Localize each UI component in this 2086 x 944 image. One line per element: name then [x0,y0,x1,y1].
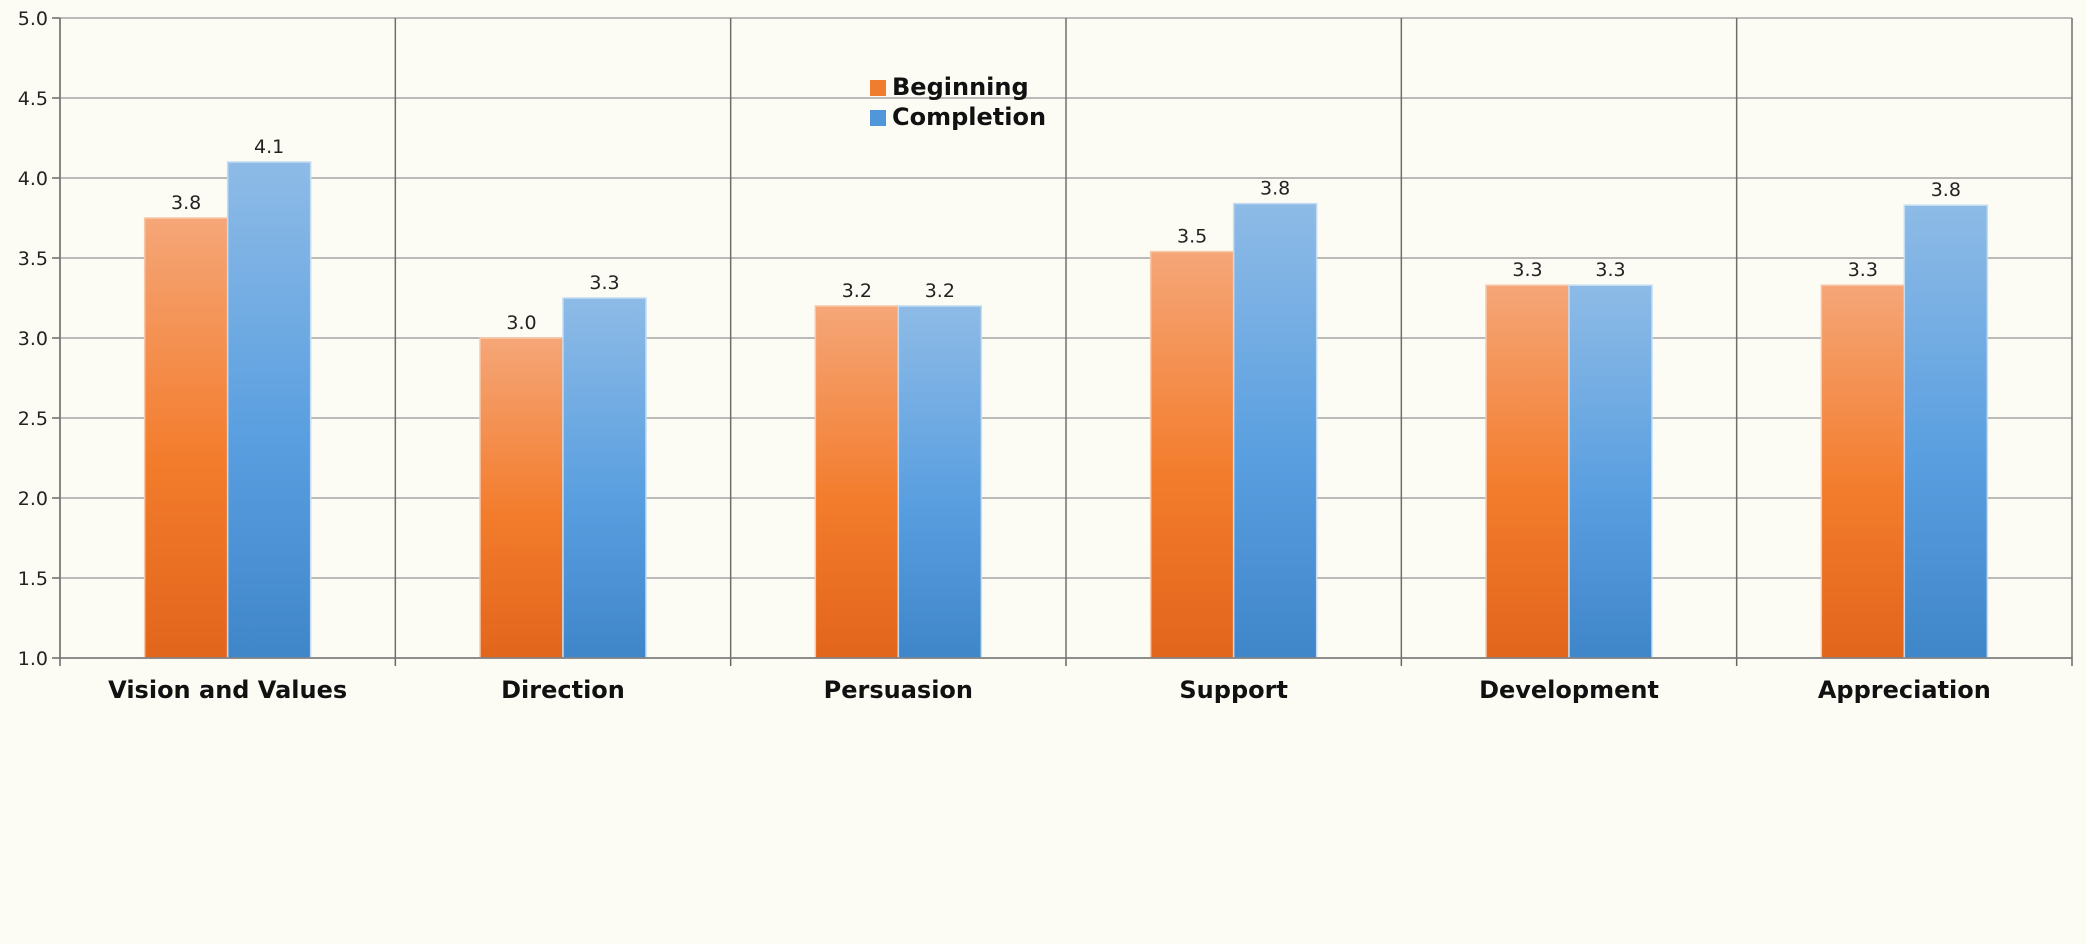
y-tick-label: 2.5 [18,408,48,430]
legend-swatch-completion [870,110,886,126]
bar-beginning-5 [1820,284,1906,659]
bar-beginning-3 [1149,250,1235,659]
data-label-beginning-0: 3.8 [171,192,201,214]
y-tick-label: 3.5 [18,248,48,270]
y-tick-label: 3.0 [18,328,48,350]
data-label-completion-0: 4.1 [254,136,284,158]
bar-beginning-2 [814,305,900,659]
x-category-label: Direction [501,676,625,704]
bar-completion-4 [1568,284,1653,659]
data-label-beginning-5: 3.3 [1848,259,1878,281]
bar-completion-5 [1903,204,1989,659]
data-label-completion-5: 3.8 [1931,179,1961,201]
x-category-label: Vision and Values [108,676,347,704]
y-tick-label: 1.0 [18,648,48,670]
bar-completion-0 [226,161,312,659]
x-category-label: Persuasion [824,676,973,704]
data-label-beginning-3: 3.5 [1177,226,1207,248]
gridlines [59,17,2073,659]
x-category-label: Support [1179,676,1288,704]
data-label-completion-1: 3.3 [589,272,619,294]
bar-completion-2 [897,305,983,659]
y-tick-label: 5.0 [18,8,48,30]
x-category-label: Development [1479,676,1659,704]
y-tick-label: 2.0 [18,488,48,510]
data-label-beginning-4: 3.3 [1512,259,1542,281]
y-tick-label: 1.5 [18,568,48,590]
data-labels: 3.8 4.1 3.0 3.3 3.2 3.2 3.5 3.8 3.3 3.3 3.3 3.8 [171,136,1961,334]
y-tick-label: 4.0 [18,168,48,190]
bar-completion-3 [1232,202,1318,659]
data-label-beginning-2: 3.2 [842,280,872,302]
data-label-beginning-1: 3.0 [506,312,536,334]
x-category-label: Appreciation [1818,676,1991,704]
data-label-completion-4: 3.3 [1595,259,1625,281]
bar-beginning-1 [479,337,564,659]
y-tick-label: 4.5 [18,88,48,110]
legend-label-completion: Completion [892,103,1046,131]
bar-completion-1 [562,297,647,659]
data-label-completion-2: 3.2 [925,280,955,302]
legend-label-beginning: Beginning [892,73,1029,101]
data-label-completion-3: 3.8 [1260,178,1290,200]
legend-swatch-beginning [870,80,886,96]
bars [143,161,1989,659]
bar-beginning-4 [1485,284,1570,659]
bar-beginning-0 [143,217,229,659]
axes: 1.0 1.5 2.0 2.5 3.0 3.5 4.0 4.5 5.0 Vision and Va… [18,8,2073,704]
